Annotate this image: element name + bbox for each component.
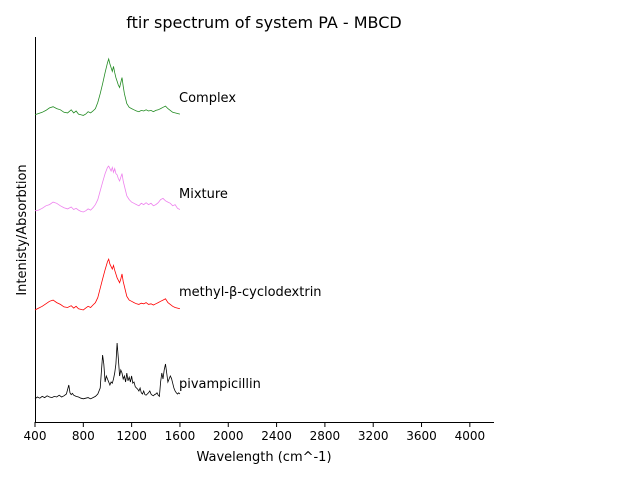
series-label-3: Complex [179,91,236,106]
x-tick-label: 400 [24,429,47,443]
series-line-0 [34,342,181,400]
x-tick-label: 800 [72,429,95,443]
x-tick-label: 3600 [406,429,437,443]
x-tick-label: 2400 [261,429,292,443]
x-tick-label: 1600 [165,429,196,443]
series-label-1: methyl-β-cyclodextrin [179,285,322,300]
x-tick-group: 400 800 1200 1600 2000 2400 2800 3200 3600 4000 [24,422,486,443]
x-tick-label: 2800 [310,429,341,443]
series-line-3 [34,57,180,116]
x-axis-label: Wavelength (cm^-1) [196,450,331,465]
series-label-group: pivampicillin methyl-β-cyclodextrin Mixtur… [179,91,322,392]
x-tick-label: 3200 [358,429,389,443]
series-label-0: pivampicillin [179,377,261,392]
x-tick-label: 1200 [116,429,147,443]
x-tick-label: 2000 [213,429,244,443]
series-line-2 [34,165,181,213]
series-line-1 [34,258,181,311]
series-group [34,57,181,400]
y-axis-label: Intenisty/Absorbtion [15,164,30,295]
series-label-2: Mixture [179,187,228,202]
chart-title: ftir spectrum of system PA - MBCD [126,13,401,32]
x-tick-label: 4000 [455,429,486,443]
